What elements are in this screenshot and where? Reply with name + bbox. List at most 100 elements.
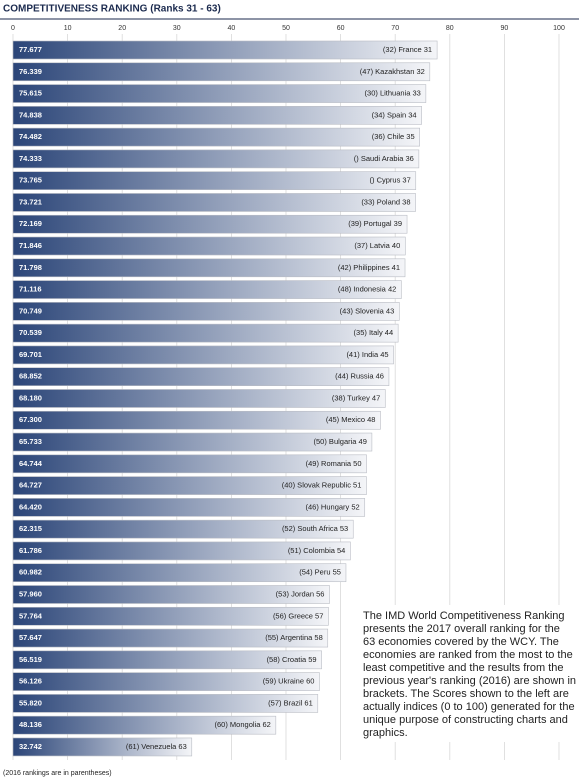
value-label: 68.852 xyxy=(19,372,42,381)
category-label: (30) Lithuania 33 xyxy=(365,89,421,98)
value-label: 73.765 xyxy=(19,176,42,185)
category-label: (48) Indonesia 42 xyxy=(338,285,396,294)
value-label: 57.647 xyxy=(19,633,42,642)
bar xyxy=(12,563,347,583)
bar xyxy=(12,498,366,517)
note-line: brackets. The Scores shown to the left a… xyxy=(363,688,569,700)
value-label: 67.300 xyxy=(19,415,42,424)
category-label: (52) South Africa 53 xyxy=(282,524,348,533)
category-label: (61) Venezuela 63 xyxy=(126,742,187,751)
category-label: (49) Romania 50 xyxy=(306,459,362,468)
category-label: (59) Ukraine 60 xyxy=(263,677,315,686)
bar xyxy=(12,585,330,604)
category-label: () Saudi Arabia 36 xyxy=(354,154,414,163)
value-label: 60.982 xyxy=(19,568,42,577)
x-tick-label: 50 xyxy=(282,25,290,32)
note-line: unique purpose of constructing charts an… xyxy=(363,714,568,726)
bar xyxy=(12,650,322,670)
value-label: 64.727 xyxy=(19,481,42,490)
value-label: 74.838 xyxy=(19,110,42,119)
value-label: 76.339 xyxy=(19,67,42,76)
bar xyxy=(12,606,329,626)
bar xyxy=(12,672,320,691)
x-tick-label: 70 xyxy=(391,25,399,32)
value-label: 48.136 xyxy=(19,720,42,729)
value-label: 71.798 xyxy=(19,263,42,272)
value-label: 64.744 xyxy=(19,459,43,468)
category-label: (53) Jordan 56 xyxy=(276,589,325,598)
category-label: (42) Philippines 41 xyxy=(338,263,400,272)
category-label: (57) Brazil 61 xyxy=(268,698,313,707)
value-label: 73.721 xyxy=(19,197,42,206)
value-label: 64.420 xyxy=(19,502,42,511)
note-line: presents the 2017 overall ranking for th… xyxy=(363,623,560,635)
bar xyxy=(12,410,381,430)
note-line: least competitive and the results from t… xyxy=(363,662,564,674)
value-label: 61.786 xyxy=(19,546,42,555)
category-label: (56) Greece 57 xyxy=(273,611,323,620)
bar xyxy=(12,737,193,757)
x-tick-label: 100 xyxy=(553,25,565,32)
category-label: (33) Poland 38 xyxy=(361,197,410,206)
bar xyxy=(12,236,406,256)
value-label: 56.519 xyxy=(19,655,42,664)
bar xyxy=(12,171,417,190)
category-label: () Cyprus 37 xyxy=(369,176,410,185)
bar xyxy=(12,432,373,452)
bar xyxy=(12,40,438,60)
category-label: (38) Turkey 47 xyxy=(332,393,380,402)
value-label: 56.126 xyxy=(19,677,42,686)
category-label: (50) Bulgaria 49 xyxy=(314,437,367,446)
bar xyxy=(12,62,431,82)
category-label: (54) Peru 55 xyxy=(299,568,341,577)
x-tick-label: 60 xyxy=(337,25,345,32)
value-label: 65.733 xyxy=(19,437,42,446)
value-label: 68.180 xyxy=(19,393,42,402)
value-label: 71.116 xyxy=(19,285,42,294)
bar xyxy=(12,280,402,299)
note-box xyxy=(358,605,579,742)
category-label: (60) Mongolia 62 xyxy=(215,720,271,729)
value-label: 70.749 xyxy=(19,306,42,315)
footnote: (2016 rankings are in parentheses) xyxy=(3,770,112,777)
value-label: 74.333 xyxy=(19,154,42,163)
value-label: 32.742 xyxy=(19,742,42,751)
category-label: (44) Russia 46 xyxy=(335,372,384,381)
note-line: The IMD World Competitiveness Ranking xyxy=(363,610,565,622)
value-label: 55.820 xyxy=(19,698,42,707)
x-tick-label: 0 xyxy=(11,25,15,32)
bar xyxy=(12,302,400,321)
note-line: previous year's ranking (2016) are shown… xyxy=(363,675,576,687)
value-label: 62.315 xyxy=(19,524,42,533)
category-label: (45) Mexico 48 xyxy=(326,415,376,424)
category-label: (46) Hungary 52 xyxy=(306,502,360,511)
bar xyxy=(12,106,422,125)
value-label: 74.482 xyxy=(19,132,42,141)
bar xyxy=(12,84,427,103)
x-tick-label: 20 xyxy=(118,25,126,32)
category-label: (40) Slovak Republic 51 xyxy=(282,481,362,490)
category-label: (58) Croatia 59 xyxy=(267,655,317,664)
category-label: (37) Latvia 40 xyxy=(354,241,400,250)
bar xyxy=(12,323,399,343)
category-label: (43) Slovenia 43 xyxy=(340,306,395,315)
x-tick-label: 30 xyxy=(173,25,181,32)
x-tick-label: 10 xyxy=(64,25,72,32)
bar xyxy=(12,389,386,408)
bar xyxy=(12,149,420,169)
bar xyxy=(12,541,351,561)
bar xyxy=(12,476,367,495)
note-line: economies are ranked from the most to th… xyxy=(363,649,573,661)
category-label: (51) Colombia 54 xyxy=(288,546,346,555)
bar xyxy=(12,519,354,539)
bar xyxy=(12,214,408,234)
value-label: 57.960 xyxy=(19,589,42,598)
category-label: (47) Kazakhstan 32 xyxy=(360,67,425,76)
value-label: 72.169 xyxy=(19,219,42,228)
value-label: 69.701 xyxy=(19,350,42,359)
bar xyxy=(12,127,420,147)
category-label: (39) Portugal 39 xyxy=(348,219,402,228)
value-label: 71.846 xyxy=(19,241,42,250)
chart-title: COMPETITIVENESS RANKING (Ranks 31 - 63) xyxy=(3,4,221,15)
